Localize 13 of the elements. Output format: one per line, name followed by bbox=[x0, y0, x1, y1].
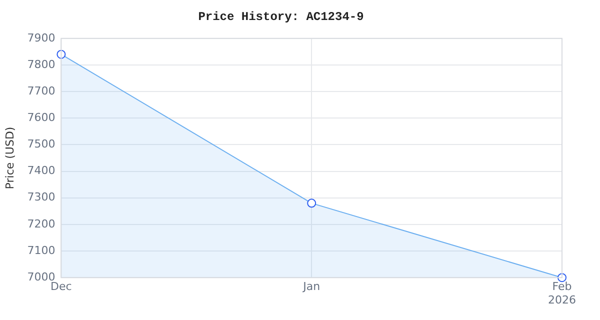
y-tick-label: 7400 bbox=[27, 164, 56, 178]
y-tick-label: 7300 bbox=[27, 190, 56, 204]
y-tick-label: 7900 bbox=[27, 31, 56, 44]
y-tick-label: 7500 bbox=[27, 138, 56, 151]
chart-title: Price History: AC1234-9 bbox=[198, 10, 364, 24]
y-axis-title: Price (USD) bbox=[3, 126, 16, 190]
y-tick-label: 7600 bbox=[27, 110, 56, 124]
y-tick-label: 7200 bbox=[27, 217, 56, 230]
x-tick-label: Jan bbox=[302, 280, 320, 294]
y-tick-label: 7800 bbox=[27, 58, 56, 71]
y-tick-label: 7700 bbox=[27, 84, 56, 98]
y-tick-label: 7100 bbox=[27, 244, 56, 257]
x-tick-label: Feb 2026 bbox=[548, 280, 576, 306]
